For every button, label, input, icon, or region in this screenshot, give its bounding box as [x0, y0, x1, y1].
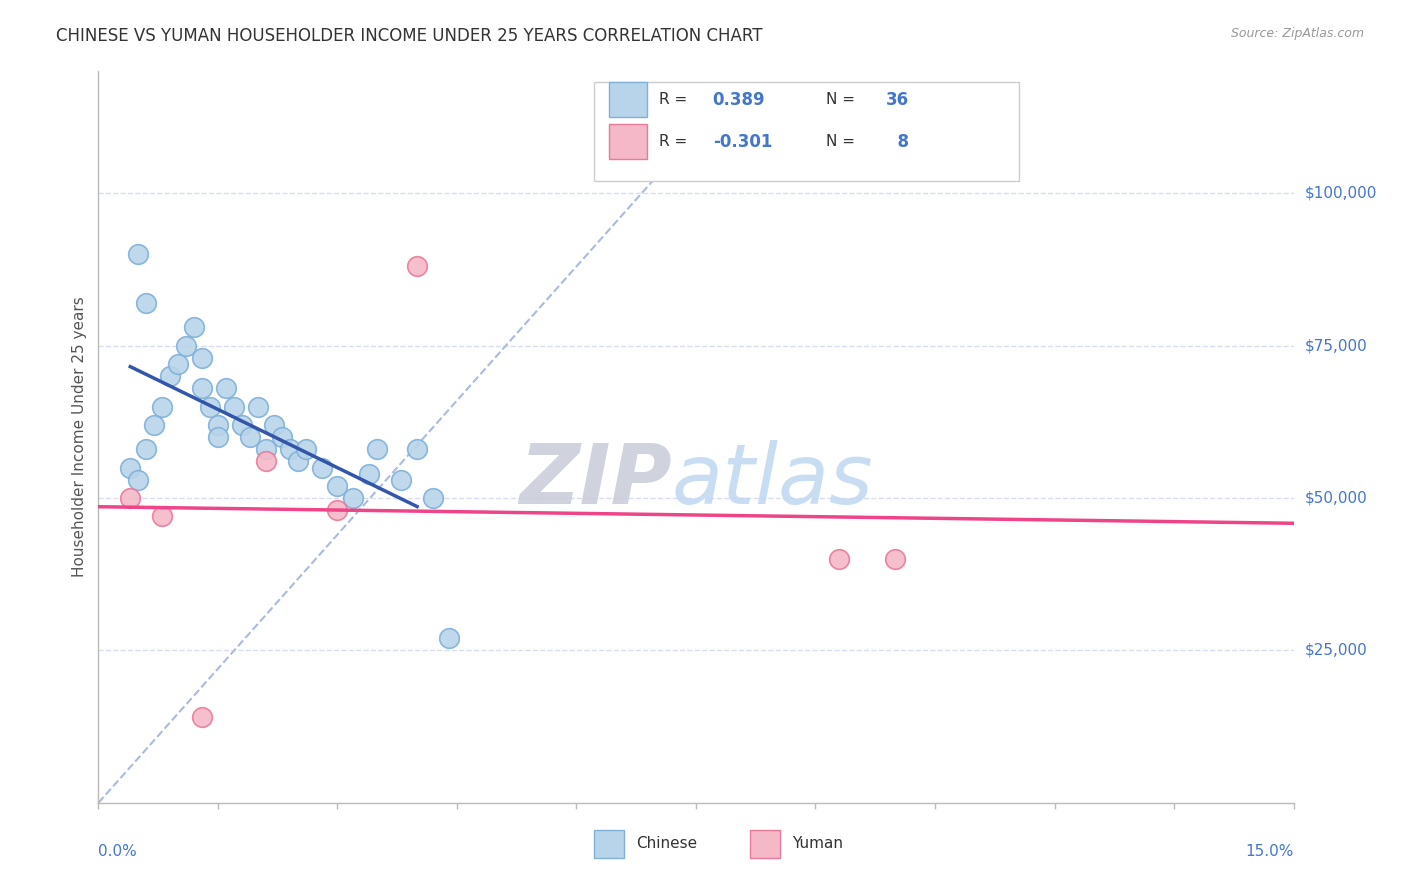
Point [231, 417, 253, 432]
Point [326, 503, 349, 517]
Point [215, 381, 238, 395]
Point [143, 417, 166, 432]
Point [294, 442, 316, 457]
FancyBboxPatch shape [609, 124, 647, 159]
Text: $50,000: $50,000 [1305, 491, 1368, 506]
Point [287, 454, 309, 468]
Text: atlas: atlas [672, 441, 873, 522]
Text: CHINESE VS YUMAN HOUSEHOLDER INCOME UNDER 25 YEARS CORRELATION CHART: CHINESE VS YUMAN HOUSEHOLDER INCOME UNDE… [56, 27, 762, 45]
Point [389, 473, 412, 487]
FancyBboxPatch shape [595, 82, 1019, 181]
Point [159, 369, 181, 384]
Text: R =: R = [659, 134, 692, 149]
Point [884, 552, 907, 566]
FancyBboxPatch shape [609, 82, 647, 118]
Point [183, 320, 205, 334]
Text: N =: N = [827, 93, 860, 107]
Point [278, 442, 301, 457]
Y-axis label: Householder Income Under 25 years: Householder Income Under 25 years [72, 297, 87, 577]
FancyBboxPatch shape [749, 830, 780, 858]
Point [207, 430, 229, 444]
Text: 8: 8 [886, 133, 910, 151]
Point [263, 417, 285, 432]
Point [239, 430, 262, 444]
Point [342, 491, 364, 505]
Point [207, 417, 229, 432]
Point [359, 467, 381, 481]
Text: Yuman: Yuman [792, 837, 842, 851]
Point [150, 400, 173, 414]
Point [191, 381, 214, 395]
Point [254, 442, 277, 457]
Point [174, 338, 197, 352]
Point [254, 454, 277, 468]
Text: N =: N = [827, 134, 860, 149]
Text: ZIP: ZIP [519, 441, 672, 522]
Text: 36: 36 [886, 91, 910, 109]
Point [366, 442, 388, 457]
Point [422, 491, 444, 505]
FancyBboxPatch shape [595, 830, 624, 858]
Point [270, 430, 292, 444]
Point [191, 710, 214, 724]
Text: -0.301: -0.301 [713, 133, 772, 151]
Point [127, 247, 149, 261]
Point [311, 460, 333, 475]
Text: R =: R = [659, 93, 692, 107]
Point [135, 296, 157, 310]
Text: 15.0%: 15.0% [1246, 845, 1294, 860]
Text: 0.0%: 0.0% [98, 845, 138, 860]
Text: 0.389: 0.389 [713, 91, 765, 109]
Point [150, 509, 173, 524]
Point [167, 357, 190, 371]
Point [246, 400, 269, 414]
Point [120, 460, 142, 475]
Point [191, 351, 214, 365]
Text: Chinese: Chinese [637, 837, 697, 851]
Point [828, 552, 851, 566]
Point [198, 400, 221, 414]
Point [437, 632, 460, 646]
Text: Source: ZipAtlas.com: Source: ZipAtlas.com [1230, 27, 1364, 40]
Point [127, 473, 149, 487]
Point [326, 479, 349, 493]
Text: $75,000: $75,000 [1305, 338, 1368, 353]
Point [406, 442, 429, 457]
Point [222, 400, 245, 414]
Point [406, 260, 429, 274]
Text: $100,000: $100,000 [1305, 186, 1376, 201]
Text: $25,000: $25,000 [1305, 643, 1368, 658]
Point [120, 491, 142, 505]
Point [135, 442, 157, 457]
